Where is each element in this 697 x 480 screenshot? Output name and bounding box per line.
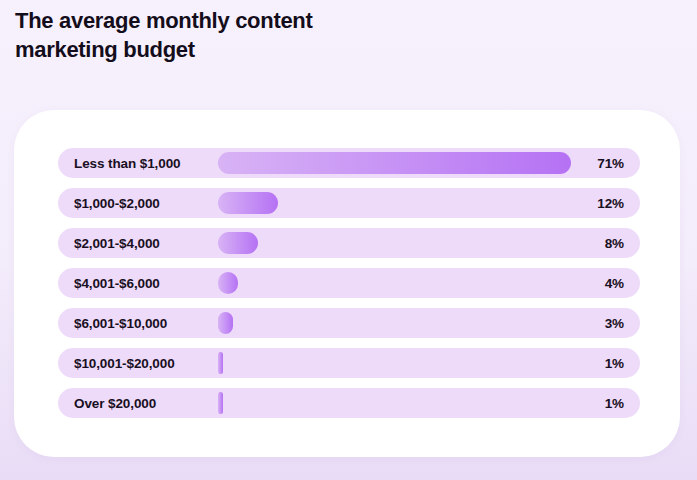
value-bar [218,192,278,214]
chart-row: $1,000-$2,000 12% [58,188,640,218]
value-bar [218,352,223,374]
chart-rows: Less than $1,000 71% $1,000-$2,000 12% $… [58,148,640,428]
value-label: 3% [605,316,624,331]
value-label: 8% [605,236,624,251]
value-bar [218,232,258,254]
chart-row: $2,001-$4,000 8% [58,228,640,258]
chart-row: Over $20,000 1% [58,388,640,418]
page-title-line2: marketing budget [15,37,195,62]
value-bar [218,392,223,414]
value-bar [218,272,238,294]
chart-row: Less than $1,000 71% [58,148,640,178]
value-label: 12% [597,196,624,211]
category-label: $10,001-$20,000 [74,356,175,371]
category-label: Over $20,000 [74,396,156,411]
category-label: Less than $1,000 [74,156,180,171]
chart-row: $6,001-$10,000 3% [58,308,640,338]
value-label: 4% [605,276,624,291]
value-bar [218,312,233,334]
value-label: 1% [605,356,624,371]
category-label: $6,001-$10,000 [74,316,167,331]
category-label: $2,001-$4,000 [74,236,160,251]
chart-card: Less than $1,000 71% $1,000-$2,000 12% $… [14,110,680,457]
value-label: 71% [597,156,624,171]
value-label: 1% [605,396,624,411]
category-label: $4,001-$6,000 [74,276,160,291]
page-title-line1: The average monthly content [15,8,313,33]
chart-row: $4,001-$6,000 4% [58,268,640,298]
page-title: The average monthly content marketing bud… [15,6,313,64]
category-label: $1,000-$2,000 [74,196,160,211]
chart-row: $10,001-$20,000 1% [58,348,640,378]
value-bar [218,152,571,174]
